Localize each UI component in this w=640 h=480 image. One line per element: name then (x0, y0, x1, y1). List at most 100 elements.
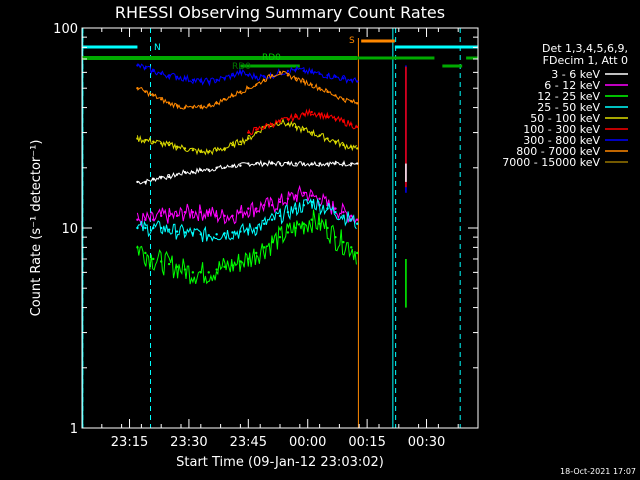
data-point (231, 94, 234, 97)
data-point (255, 75, 258, 79)
data-point (207, 234, 210, 237)
data-point (334, 117, 337, 121)
data-point (270, 240, 274, 244)
data-point (215, 268, 218, 271)
data-point (302, 222, 305, 225)
data-point (231, 231, 234, 234)
chart-title: RHESSI Observing Summary Count Rates (115, 3, 445, 22)
data-point (286, 231, 290, 234)
data-point (286, 123, 290, 126)
data-point (286, 117, 290, 121)
data-point (183, 147, 187, 150)
data-point (255, 251, 258, 255)
data-point (310, 131, 313, 134)
data-point (152, 140, 155, 143)
data-point (255, 162, 258, 165)
data-point (239, 164, 242, 167)
data-point (334, 140, 337, 143)
legend-label: 50 - 100 keV (530, 112, 600, 125)
data-point (191, 171, 195, 174)
x-axis: 23:15 23:30 23:45 00:00 00:15 00:30 (81, 28, 479, 450)
flag-label-rd0-secondary: RD0 (232, 62, 251, 72)
data-point (175, 145, 179, 148)
data-point (215, 233, 218, 236)
legend-label: 6 - 12 keV (544, 79, 600, 92)
legend: Det 1,3,4,5,6,9, FDecim 1, Att 0 3 - 6 k… (502, 42, 628, 169)
data-point (231, 74, 234, 77)
data-point (255, 207, 258, 210)
data-point (326, 162, 329, 165)
data-point (191, 271, 195, 274)
data-point (183, 106, 187, 109)
data-point (136, 64, 139, 67)
data-point (294, 207, 298, 210)
series-300-800-kev (136, 63, 359, 87)
x-tick-label: 00:30 (408, 435, 445, 450)
data-point (223, 265, 226, 268)
data-point (215, 214, 218, 218)
data-point (160, 214, 163, 218)
data-point (255, 226, 258, 230)
data-point (270, 74, 274, 77)
data-point (302, 69, 305, 73)
data-point (342, 120, 345, 123)
data-point (199, 150, 202, 154)
data-point (310, 194, 313, 197)
data-point (350, 246, 353, 249)
data-point (255, 83, 258, 86)
data-point (270, 162, 274, 165)
x-tick-label: 00:15 (348, 435, 385, 450)
data-point (342, 77, 345, 80)
data-point (356, 125, 359, 129)
data-point (318, 113, 321, 116)
data-point (191, 78, 195, 82)
data-point (262, 125, 266, 129)
flag-label-s: S (349, 36, 355, 46)
legend-label: 800 - 7000 keV (516, 145, 600, 158)
data-point (167, 214, 171, 218)
data-point (160, 175, 163, 179)
data-point (318, 222, 321, 225)
x-axis-label: Start Time (09-Jan-12 23:03:02) (176, 455, 384, 470)
data-point (215, 102, 218, 105)
data-point (262, 162, 266, 165)
data-point (356, 222, 359, 225)
data-point (294, 194, 298, 197)
data-point (175, 214, 179, 218)
data-point (286, 210, 290, 214)
data-point (144, 251, 147, 255)
data-point (286, 197, 290, 200)
data-point (144, 226, 147, 230)
data-point (262, 222, 266, 225)
data-point (334, 94, 337, 97)
data-point (302, 80, 305, 83)
data-point (356, 162, 359, 165)
data-point (278, 162, 282, 165)
data-point (302, 204, 305, 207)
data-point (191, 148, 195, 152)
data-point (262, 78, 266, 82)
data-point (350, 123, 353, 126)
data-point (255, 131, 258, 134)
data-point (318, 72, 321, 76)
data-point (175, 265, 179, 268)
data-point (183, 171, 187, 174)
legend-label: 7000 - 15000 keV (502, 156, 600, 169)
data-point (278, 214, 282, 218)
y-tick-label: 1 (70, 422, 78, 437)
data-point (152, 69, 155, 73)
data-point (350, 162, 353, 165)
data-point (207, 80, 210, 83)
data-point (318, 162, 321, 165)
data-point (223, 166, 226, 169)
legend-label: 12 - 25 keV (537, 90, 600, 103)
data-point (334, 75, 337, 79)
series-25-50-kev (136, 197, 359, 243)
data-point (160, 72, 163, 76)
data-point (175, 230, 179, 233)
y-axis: 1 10 100 (53, 22, 478, 437)
legend-label: 3 - 6 keV (551, 68, 600, 81)
data-point (144, 66, 147, 70)
data-point (350, 100, 353, 103)
data-point (239, 230, 242, 233)
